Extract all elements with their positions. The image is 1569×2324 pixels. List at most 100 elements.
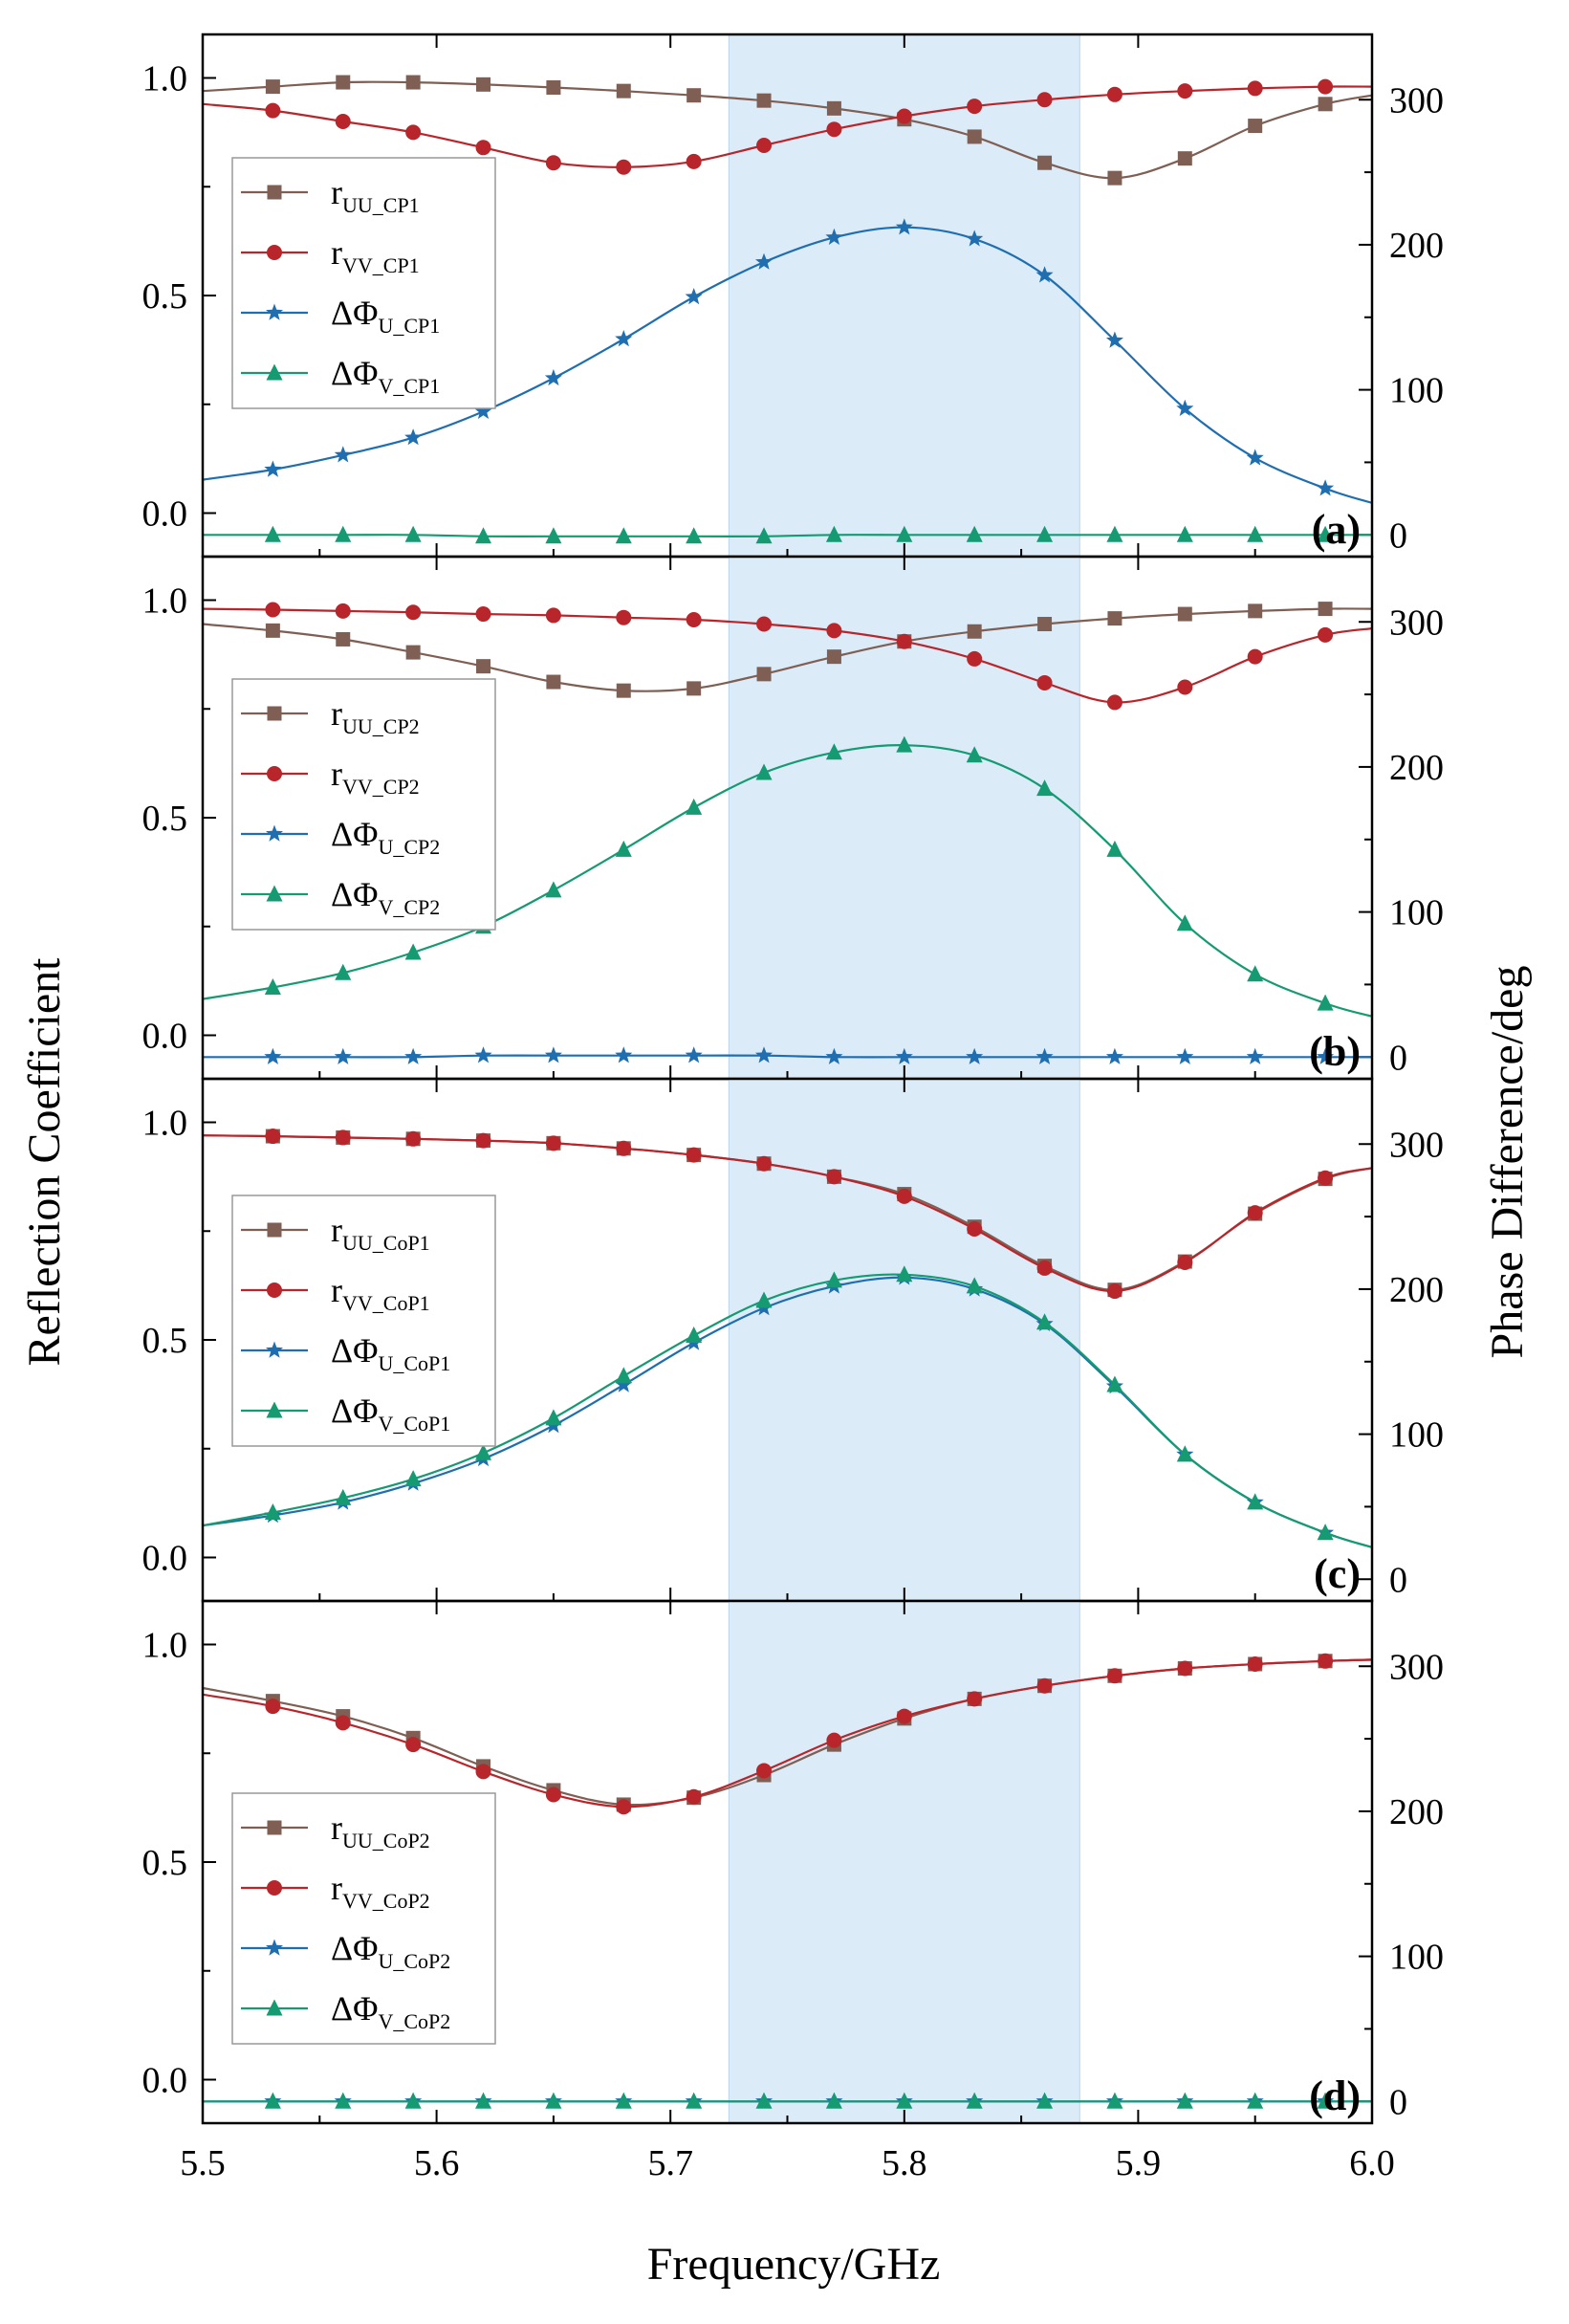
x-tick-label: 5.9: [1116, 2143, 1162, 2183]
y-left-tick-label: 0.5: [142, 1843, 188, 1883]
data-point-u-cp1: [825, 228, 843, 245]
series-group: [203, 1129, 1372, 1548]
data-point-v-cop1: [686, 1326, 703, 1343]
data-point-uu-cp2: [1248, 603, 1263, 619]
data-point-u-cp1: [544, 368, 562, 386]
data-point-vv-cp1: [1247, 80, 1263, 97]
data-point-uu-cp1: [826, 100, 841, 116]
data-point-v-cp1: [545, 527, 562, 544]
legend-label: rVV_CP1: [331, 233, 420, 277]
data-point-u-cp2: [1176, 1047, 1194, 1064]
data-point-v-cp2: [335, 963, 352, 980]
panel-a: 0.0 0.5 1.0 0 100 200 300 (a) rUU_CP1 rVV_CP1 ΔΦU_…: [142, 33, 1444, 559]
data-point-vv-cop2: [1318, 1653, 1334, 1669]
data-point-uu-cp1: [756, 93, 772, 108]
data-point-u-cp2: [264, 1047, 282, 1064]
y-left-tick-label: 0.0: [142, 494, 188, 535]
data-point-vv-cp1: [686, 153, 702, 169]
data-point-v-cp1: [264, 525, 281, 542]
data-point-u-cp1: [966, 230, 984, 247]
data-point-uu-cp2: [1107, 611, 1122, 626]
data-point-vv-cp1: [405, 124, 422, 141]
series-line-v-cp1: [203, 534, 1372, 537]
data-point-uu-cp1: [1107, 170, 1122, 186]
data-point-v-cop1: [264, 1502, 281, 1520]
legend-marker: [267, 245, 282, 260]
data-point-vv-cop2: [686, 1788, 702, 1805]
y-right-tick-label: 100: [1389, 1415, 1444, 1456]
legend-label: ΔΦV_CP1: [331, 354, 440, 398]
data-point-vv-cp1: [1036, 92, 1053, 108]
data-point-v-cp1: [825, 525, 842, 542]
data-point-vv-cop2: [1177, 1660, 1193, 1677]
data-point-v-cp2: [404, 943, 422, 960]
data-point-u-cp2: [404, 1047, 423, 1064]
data-point-vv-cop1: [405, 1130, 422, 1147]
legend-marker: [267, 1283, 282, 1298]
data-point-uu-cp1: [686, 88, 702, 103]
data-point-u-cp1: [895, 218, 913, 235]
legend-marker: [266, 1401, 283, 1418]
data-point-v-cop2: [1247, 2092, 1264, 2109]
legend-label: ΔΦV_CoP2: [331, 1989, 450, 2033]
legend-box: [231, 1792, 496, 2045]
legend-label: rUU_CP2: [331, 694, 420, 738]
data-point-v-cp2: [1317, 994, 1334, 1011]
data-point-vv-cp1: [826, 121, 842, 138]
data-point-v-cp2: [755, 763, 773, 780]
legend-label: rVV_CoP2: [331, 1869, 430, 1913]
y-left-tick-label: 1.0: [142, 1104, 188, 1144]
data-point-v-cp2: [825, 743, 842, 760]
data-point-v-cp2: [545, 881, 562, 898]
y-right-tick-label: 100: [1389, 371, 1444, 411]
data-point-v-cop1: [755, 1291, 773, 1308]
data-point-v-cop2: [686, 2092, 703, 2109]
data-point-vv-cop1: [1106, 1283, 1122, 1300]
data-point-u-cp1: [1035, 266, 1054, 283]
data-point-u-cp1: [685, 288, 703, 305]
data-point-v-cop1: [1247, 1493, 1264, 1510]
data-point-vv-cp2: [1036, 674, 1053, 691]
panel-label: (d): [1309, 2072, 1361, 2119]
y-left-tick-label: 0.5: [142, 276, 188, 317]
data-point-v-cp2: [264, 977, 281, 995]
data-point-vv-cp2: [1318, 626, 1334, 643]
x-tick-label: 5.5: [180, 2143, 226, 2183]
data-point-vv-cop1: [1318, 1170, 1334, 1186]
data-point-vv-cop1: [1036, 1260, 1053, 1276]
legend-label: ΔΦV_CP2: [331, 875, 440, 919]
data-point-v-cop1: [615, 1367, 632, 1384]
data-point-u-cp2: [544, 1046, 562, 1063]
data-point-u-cop1: [615, 1375, 633, 1392]
data-point-vv-cop2: [475, 1764, 491, 1780]
x-tick-label: 5.8: [882, 2143, 927, 2183]
data-point-u-cp2: [1317, 1047, 1335, 1064]
data-point-uu-cp1: [616, 83, 631, 99]
legend-label: ΔΦU_CoP1: [331, 1331, 450, 1375]
legend-marker: [267, 185, 282, 200]
legend-label: ΔΦU_CP1: [331, 294, 440, 338]
data-point-u-cp2: [895, 1047, 913, 1064]
legend-label: ΔΦV_CoP1: [331, 1392, 450, 1436]
data-point-v-cop1: [545, 1409, 562, 1426]
data-point-u-cp1: [334, 446, 352, 463]
legend-label: ΔΦU_CoP2: [331, 1929, 450, 1973]
data-point-u-cp1: [1246, 449, 1264, 466]
data-point-v-cop2: [264, 2092, 281, 2109]
y-left-tick-label: 1.0: [142, 59, 188, 99]
data-point-v-cop2: [1317, 2092, 1334, 2109]
highlight-band: [728, 1600, 1080, 2124]
data-point-u-cp1: [615, 330, 633, 347]
data-point-vv-cp1: [1106, 86, 1122, 102]
data-point-u-cp2: [825, 1047, 843, 1064]
data-point-uu-cp1: [1037, 155, 1053, 170]
data-point-vv-cop1: [967, 1220, 983, 1237]
data-point-v-cp2: [686, 798, 703, 815]
panel-label: (c): [1314, 1550, 1361, 1597]
x-tick-label: 5.7: [647, 2143, 693, 2183]
data-point-vv-cp2: [967, 650, 983, 667]
y-right-tick-label: 200: [1389, 748, 1444, 788]
data-point-vv-cp1: [616, 159, 632, 175]
data-point-u-cp2: [1035, 1047, 1054, 1064]
data-point-u-cp2: [1105, 1047, 1123, 1064]
